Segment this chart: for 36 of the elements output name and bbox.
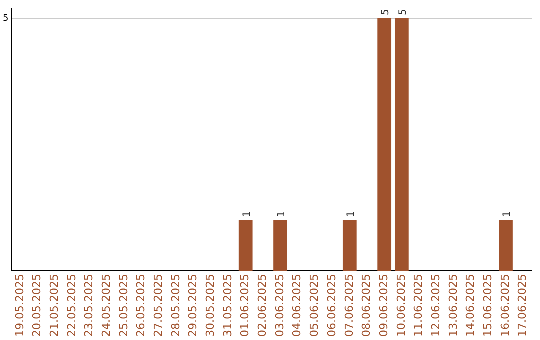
x-tick-label: 29.05.2025 xyxy=(186,274,200,338)
x-tick-label: 11.06.2025 xyxy=(412,274,426,338)
x-tick-label: 01.06.2025 xyxy=(238,274,252,338)
x-tick-label: 22.05.2025 xyxy=(65,274,78,338)
x-tick-label: 08.06.2025 xyxy=(360,274,374,338)
x-tick-label: 07.06.2025 xyxy=(342,274,356,338)
x-tick-label: 17.06.2025 xyxy=(516,274,530,338)
x-tick-label: 19.05.2025 xyxy=(13,274,26,338)
x-tick-label: 23.05.2025 xyxy=(82,274,96,338)
data-label: 1 xyxy=(346,211,357,218)
x-tick-label: 20.05.2025 xyxy=(30,274,44,338)
x-tick-label: 06.06.2025 xyxy=(325,274,338,338)
x-tick-label: 31.05.2025 xyxy=(221,274,234,338)
data-label: 1 xyxy=(276,211,288,218)
x-tick-label: 16.06.2025 xyxy=(498,274,512,338)
x-tick-label: 21.05.2025 xyxy=(48,274,61,338)
x-tick-label: 26.05.2025 xyxy=(134,274,148,338)
x-tick-label: 28.05.2025 xyxy=(169,274,182,338)
x-tick-label: 13.06.2025 xyxy=(446,274,460,338)
data-label: 1 xyxy=(242,211,253,218)
x-tick-label: 05.06.2025 xyxy=(308,274,322,338)
x-tick-label: 24.05.2025 xyxy=(100,274,113,338)
x-tick-label: 10.06.2025 xyxy=(394,274,408,338)
x-tick-label: 30.05.2025 xyxy=(204,274,218,338)
data-label: 5 xyxy=(380,9,392,16)
x-tick-label: 25.05.2025 xyxy=(117,274,130,338)
data-label: 1 xyxy=(502,211,513,218)
x-tick-label: 15.06.2025 xyxy=(482,274,495,338)
data-label: 5 xyxy=(398,9,409,16)
x-tick-label: 27.05.2025 xyxy=(152,274,165,338)
x-tick-label: 02.06.2025 xyxy=(256,274,270,338)
x-tick-label: 14.06.2025 xyxy=(464,274,478,338)
x-tick-label: 04.06.2025 xyxy=(290,274,304,338)
x-tick-label: 03.06.2025 xyxy=(273,274,286,338)
x-tick-label: 12.06.2025 xyxy=(429,274,442,338)
x-tick-label: 09.06.2025 xyxy=(377,274,390,338)
